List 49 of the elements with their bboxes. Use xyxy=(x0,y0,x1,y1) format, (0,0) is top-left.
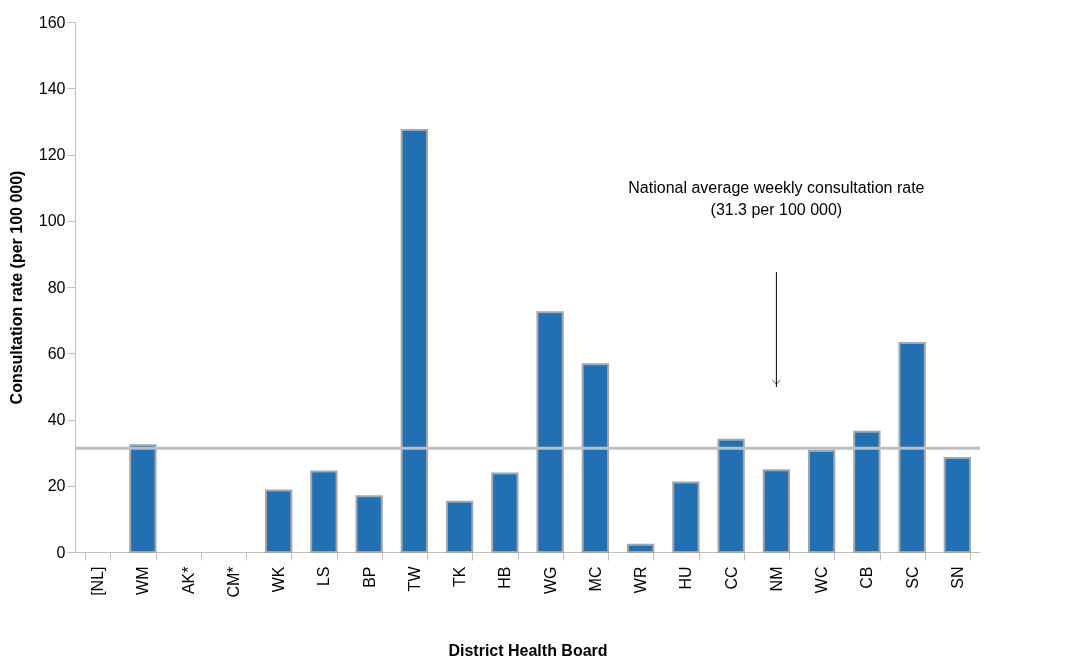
x-tick-label: HB xyxy=(496,566,514,589)
y-tick-label: 40 xyxy=(47,411,66,428)
bar xyxy=(853,430,881,553)
x-tick-label: TK xyxy=(451,566,469,587)
bar xyxy=(943,456,972,553)
x-tick-label: NM xyxy=(767,566,785,592)
annotation: National average weekly consultation rate (31.3 per 100 000) xyxy=(628,179,925,218)
y-tick-label: 120 xyxy=(38,146,66,163)
y-axis-title: Consultation rate (per 100 000) xyxy=(7,170,25,405)
y-tick-label: 20 xyxy=(47,477,66,495)
bar xyxy=(626,543,655,553)
x-tick-label: TW xyxy=(405,565,423,592)
bar xyxy=(400,128,429,553)
x-tick-label: LS xyxy=(315,566,333,587)
y-tick-label: 0 xyxy=(56,543,66,561)
x-tick-label: CC xyxy=(722,566,740,590)
bar xyxy=(129,444,157,553)
x-axis-title: District Health Board xyxy=(448,641,608,659)
x-tick-label: MC xyxy=(586,566,604,592)
bar xyxy=(717,438,745,553)
bar xyxy=(264,489,293,553)
x-tick-label: WC xyxy=(813,566,831,594)
x-tick-label: WR xyxy=(632,566,650,594)
bar xyxy=(581,363,610,553)
x-tick-label: CB xyxy=(858,566,876,589)
x-tick-label: [NL] xyxy=(89,566,107,596)
x-tick-label: HU xyxy=(677,566,695,590)
y-tick-label: 100 xyxy=(38,212,66,230)
bar xyxy=(672,481,700,553)
y-tick-label: 60 xyxy=(47,344,66,362)
x-tick-label: WM xyxy=(134,566,152,595)
bar xyxy=(536,311,564,553)
bar xyxy=(355,495,383,553)
y-tick-label: 140 xyxy=(38,79,66,97)
y-tick-label: 160 xyxy=(38,13,66,31)
x-tick-label: WK xyxy=(270,566,288,593)
x-tick-label: BP xyxy=(360,566,378,588)
x-tick-label: CM* xyxy=(224,566,242,598)
x-tick-label: WG xyxy=(541,566,559,595)
bar xyxy=(807,449,836,553)
x-tick-label: SC xyxy=(903,566,921,589)
bar xyxy=(898,341,926,553)
x-tick-label: AK* xyxy=(179,566,197,595)
bar xyxy=(445,500,474,553)
x-tick-label: SN xyxy=(948,566,966,589)
y-tick-label: 80 xyxy=(47,278,66,296)
bar xyxy=(310,470,338,553)
bar xyxy=(762,469,791,553)
bar xyxy=(491,472,519,553)
